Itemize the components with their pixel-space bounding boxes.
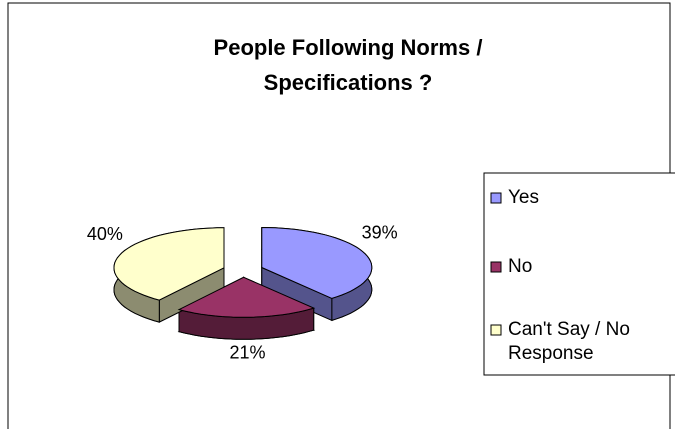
legend-box <box>483 172 675 376</box>
data-label: 39% <box>362 222 398 242</box>
legend-label: No <box>508 256 533 277</box>
data-label: 40% <box>87 224 123 244</box>
slice <box>113 227 225 301</box>
legend-swatch <box>490 192 502 204</box>
legend-swatch <box>490 261 502 273</box>
chart-title: People Following Norms / Specifications … <box>213 35 483 95</box>
legend-swatch <box>490 324 502 336</box>
legend-label: Can't Say / No Response <box>508 319 630 364</box>
slice <box>261 226 373 299</box>
legend-label: Yes <box>508 187 539 208</box>
data-label: 21% <box>230 343 266 363</box>
slice <box>177 276 316 318</box>
